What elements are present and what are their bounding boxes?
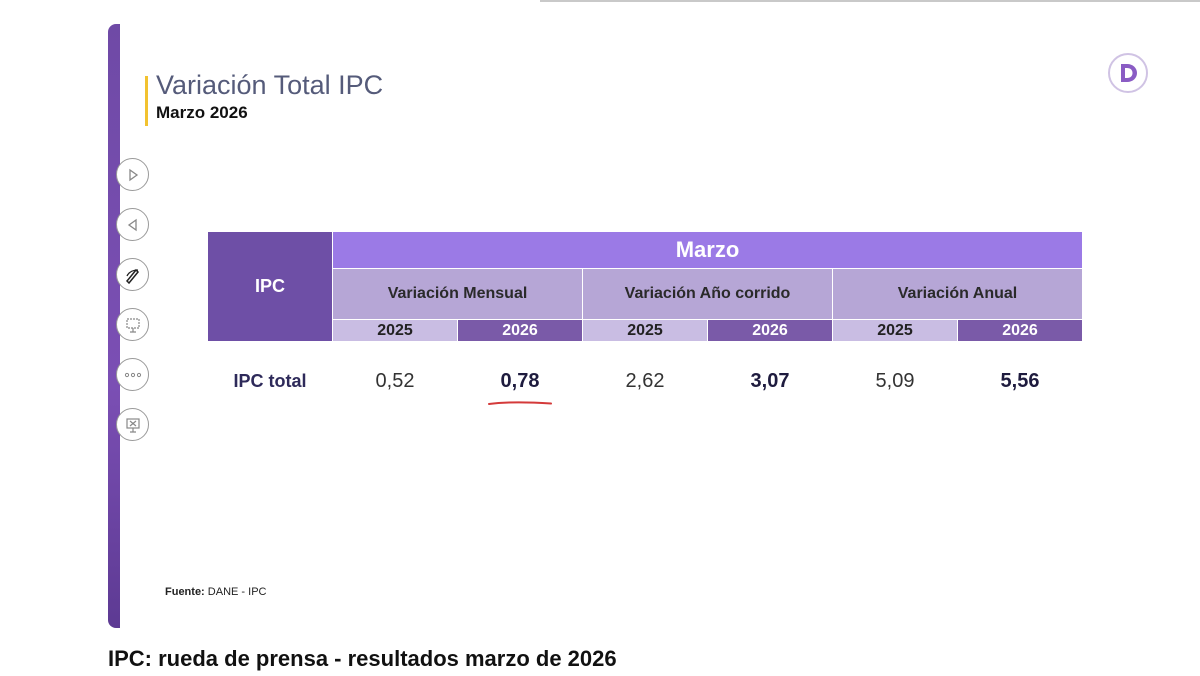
source-text: DANE - IPC: [207, 586, 267, 598]
value-ytd-2026: 3,07: [750, 369, 790, 392]
year-header: 2026: [458, 320, 582, 341]
row-label-ipc-total: IPC total: [233, 370, 307, 391]
value-annual-2026: 5,56: [1000, 369, 1040, 392]
year-header: 2025: [583, 320, 707, 341]
slide-subtitle: Marzo 2026: [156, 103, 248, 122]
column-group-annual: Variación Anual: [833, 269, 1082, 319]
value-monthly-2025: 0,52: [375, 369, 415, 392]
year-header: 2026: [958, 320, 1082, 341]
play-next-icon[interactable]: [116, 158, 149, 191]
source-note: Fuente: DANE - IPC: [165, 586, 266, 598]
more-options-icon[interactable]: [116, 358, 149, 391]
highlight-underline: [488, 401, 552, 405]
value-annual-2025: 5,09: [875, 369, 915, 392]
caption: IPC: rueda de prensa - resultados marzo …: [108, 646, 617, 671]
source-label: Fuente:: [165, 586, 205, 598]
value-monthly-2026: 0,78: [500, 369, 540, 392]
slide-view-icon[interactable]: [116, 308, 149, 341]
end-show-icon[interactable]: [116, 408, 149, 441]
year-header: 2026: [708, 320, 832, 341]
top-divider: [540, 0, 1200, 2]
play-previous-icon[interactable]: [116, 208, 149, 241]
slide-title: Variación Total IPC: [156, 70, 384, 100]
column-group-year-to-date: Variación Año corrido: [583, 269, 832, 319]
column-group-monthly: Variación Mensual: [333, 269, 582, 319]
title-accent-bar: [145, 76, 148, 126]
year-header: 2025: [833, 320, 957, 341]
pen-icon[interactable]: [116, 258, 149, 291]
value-ytd-2025: 2,62: [625, 369, 665, 392]
table-row-header: IPC: [208, 232, 332, 341]
brand-logo-icon: [1108, 53, 1148, 93]
table-month-header: Marzo: [333, 232, 1082, 268]
year-header: 2025: [333, 320, 457, 341]
